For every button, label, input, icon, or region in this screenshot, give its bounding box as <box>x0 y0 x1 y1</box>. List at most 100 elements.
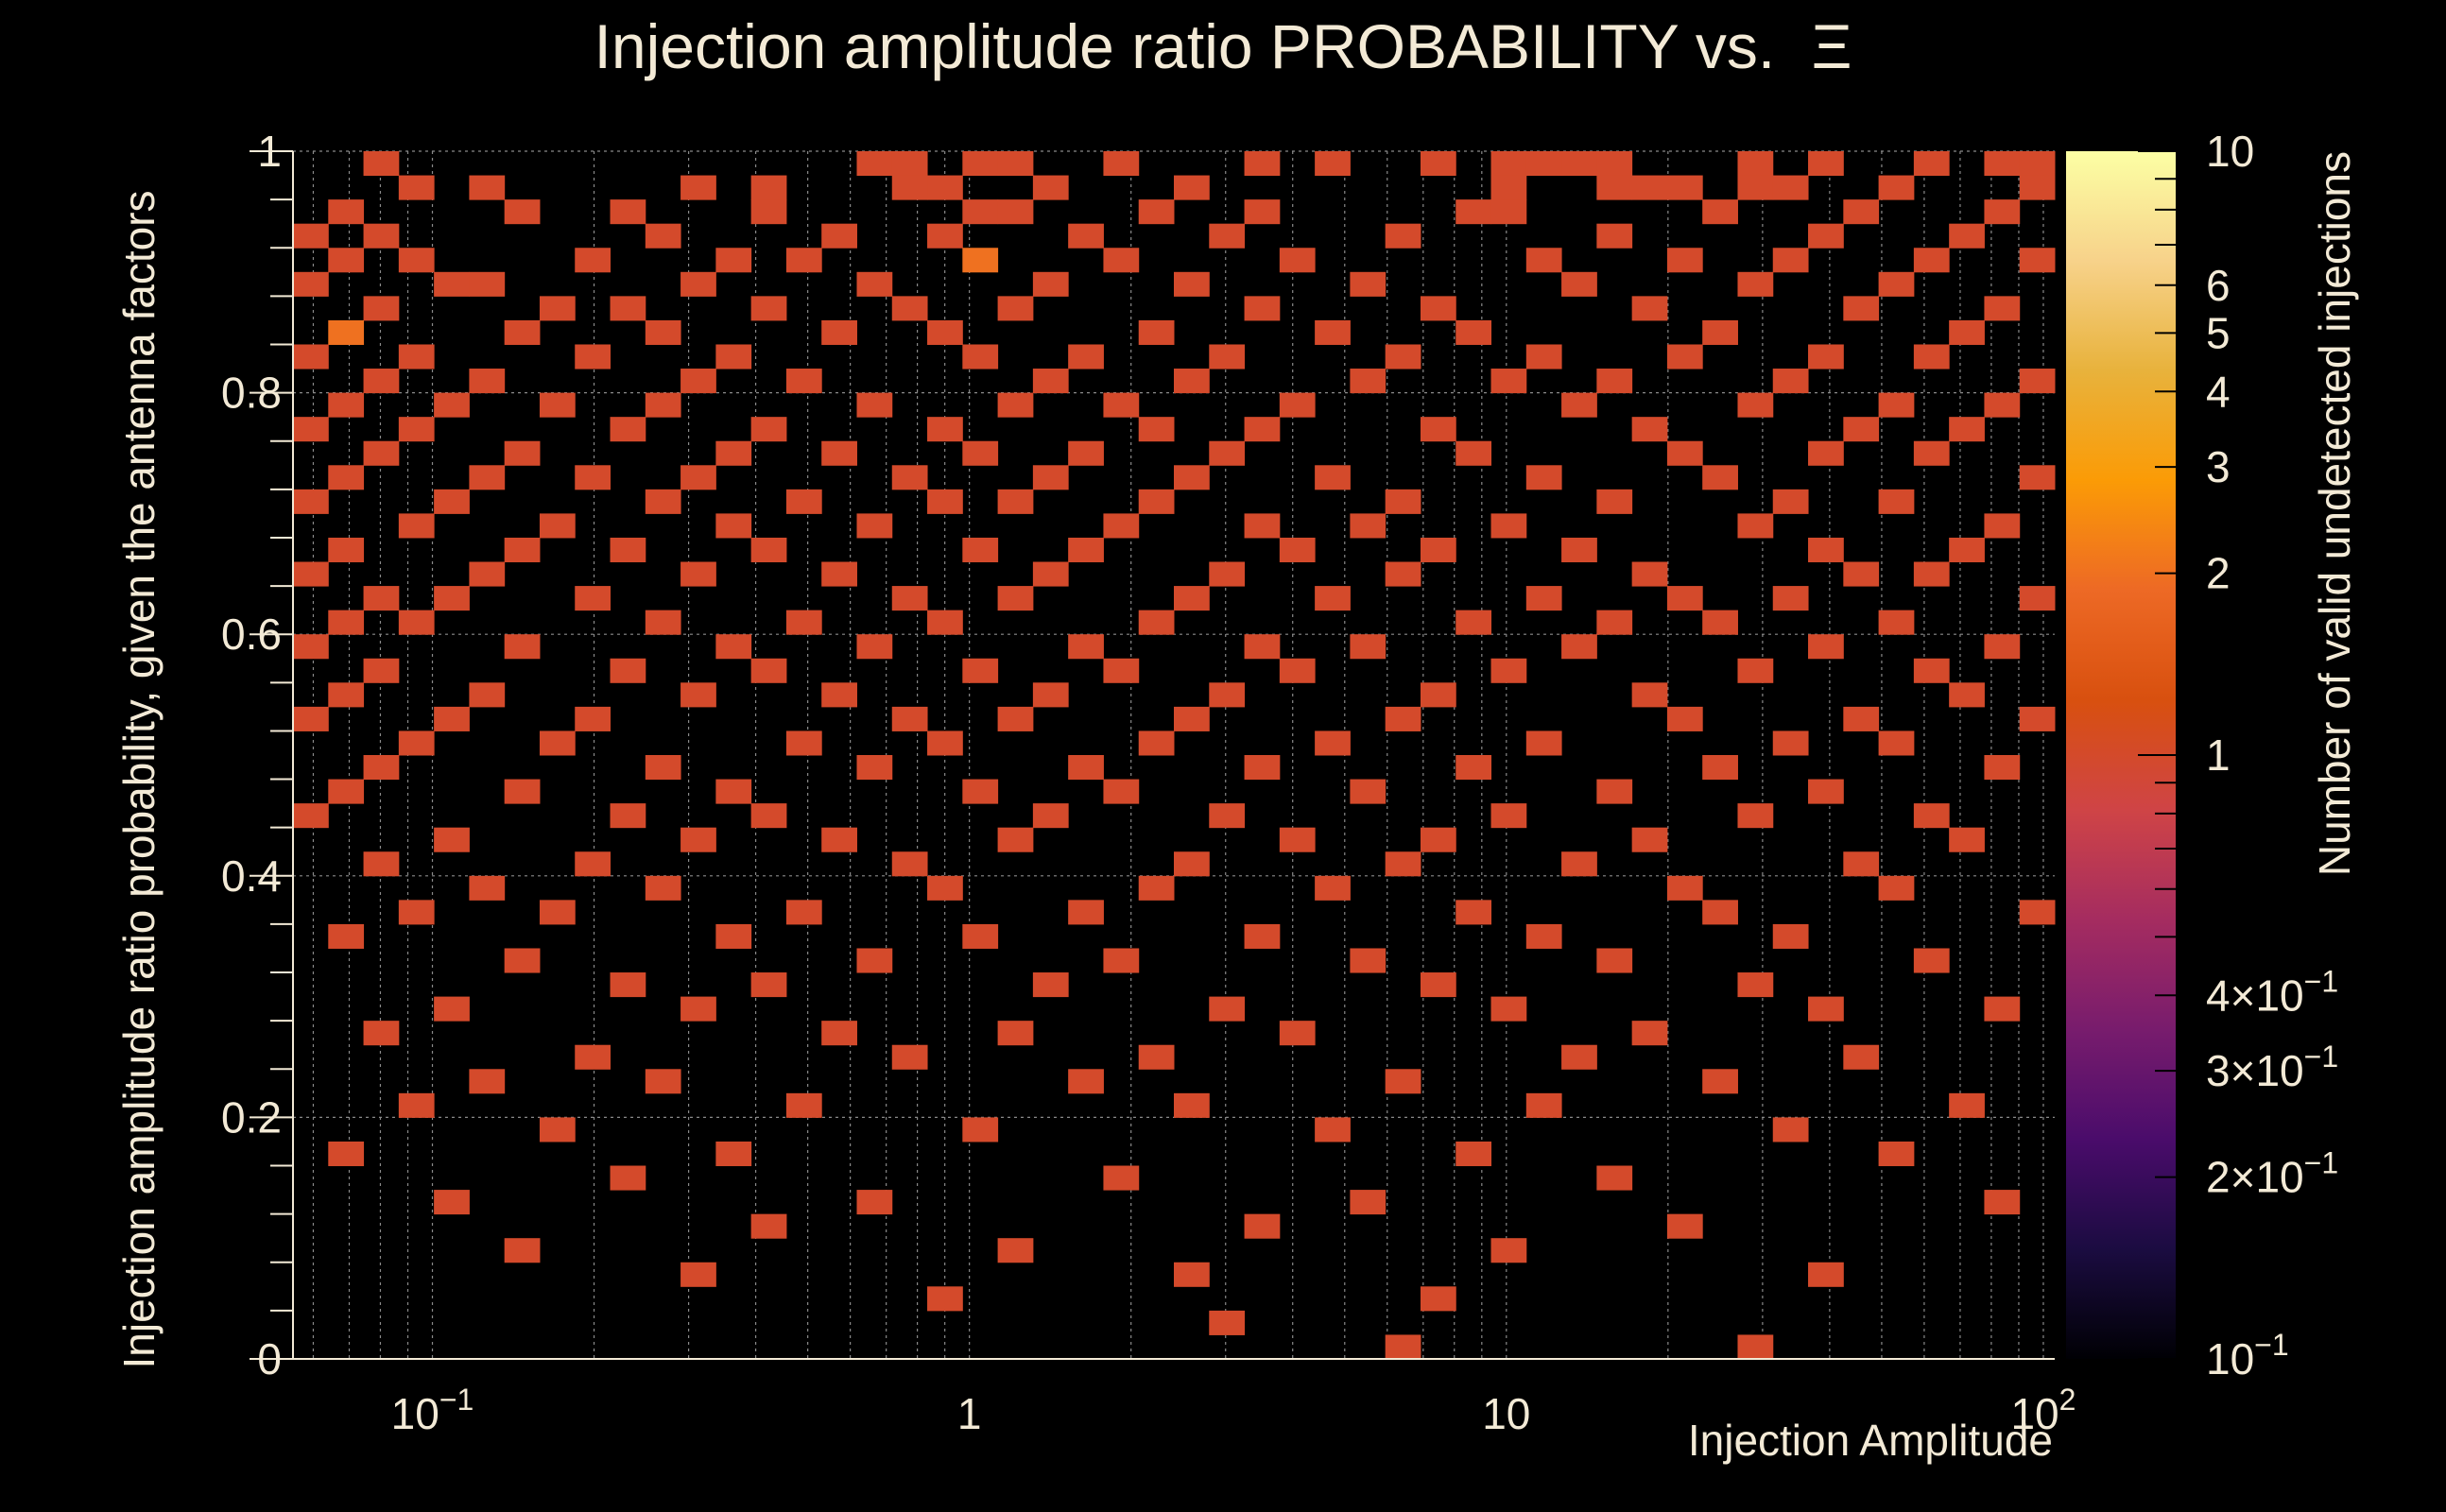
heatmap-cell <box>610 1165 646 1191</box>
x-axis-label: Injection Amplitude <box>1688 1416 2053 1465</box>
heatmap-cell <box>610 658 646 683</box>
heatmap-cell <box>1209 682 1246 708</box>
y-tick-label: 0.2 <box>221 1092 282 1142</box>
heatmap-cell <box>1984 392 2021 418</box>
heatmap-cell <box>434 271 470 297</box>
heatmap-cell <box>398 175 435 200</box>
heatmap-cell <box>1878 730 1915 756</box>
heatmap-cell <box>1456 1141 1492 1167</box>
heatmap-cell <box>927 489 963 514</box>
heatmap-cell <box>1631 682 1668 708</box>
heatmap-cell <box>1702 1069 1738 1094</box>
heatmap-cell <box>750 658 787 683</box>
color-bar-tick-label: 6 <box>2206 261 2231 310</box>
heatmap-cell <box>293 223 329 249</box>
heatmap-cell <box>1561 1044 1597 1070</box>
heatmap-cell <box>504 634 541 660</box>
heatmap-cell <box>1103 658 1140 683</box>
heatmap-cell <box>398 900 435 925</box>
heatmap-cell <box>891 296 928 321</box>
heatmap-cell <box>1315 465 1351 490</box>
heatmap-cell <box>1949 682 1985 708</box>
heatmap-cell <box>1138 489 1175 514</box>
heatmap-cell <box>1138 875 1175 901</box>
heatmap-cell <box>1631 296 1668 321</box>
heatmap-cell <box>785 900 822 925</box>
heatmap-cell <box>1490 1238 1527 1263</box>
heatmap-cell <box>997 392 1034 418</box>
heatmap-cell <box>1737 658 1774 683</box>
heatmap-cell <box>1244 417 1281 442</box>
heatmap-cell <box>1949 1092 1985 1118</box>
heatmap-cell <box>1702 755 1738 781</box>
heatmap-cell <box>750 537 787 563</box>
heatmap-cell <box>1913 948 1950 973</box>
y-axis-label: Injection amplitude ratio probability, g… <box>114 190 164 1368</box>
heatmap-cell <box>328 779 365 804</box>
heatmap-cell <box>328 610 365 635</box>
heatmap-cell <box>1702 900 1738 925</box>
heatmap-cell <box>328 392 365 418</box>
heatmap-cell <box>1737 803 1774 829</box>
heatmap-cell <box>539 730 576 756</box>
heatmap-cell <box>1350 369 1387 394</box>
y-tick-label: 0.8 <box>221 369 282 418</box>
heatmap-cell <box>434 996 470 1022</box>
heatmap-cell <box>680 369 716 394</box>
heatmap-cell <box>891 151 928 177</box>
heatmap-cell <box>2019 175 2056 200</box>
heatmap-cell <box>962 344 999 369</box>
heatmap-cells <box>293 151 2056 1360</box>
heatmap-cell <box>1949 319 1985 345</box>
heatmap-cell <box>715 779 752 804</box>
heatmap-cell <box>645 1069 681 1094</box>
heatmap-cell <box>1279 1021 1316 1046</box>
heatmap-cell <box>1913 248 1950 273</box>
heatmap-cell <box>856 392 893 418</box>
heatmap-cell <box>434 586 470 611</box>
heatmap-cell <box>1843 199 1880 225</box>
heatmap-cell <box>363 151 400 177</box>
heatmap-cell <box>328 923 365 949</box>
heatmap-cell <box>398 610 435 635</box>
heatmap-cell <box>1244 513 1281 539</box>
heatmap-cell <box>1138 610 1175 635</box>
heatmap-cell <box>1631 1021 1668 1046</box>
heatmap-cell <box>1808 996 1844 1022</box>
heatmap-cell <box>2019 586 2056 611</box>
heatmap-cell <box>1772 586 1809 611</box>
heatmap-cell <box>1244 296 1281 321</box>
heatmap-cell <box>1913 658 1950 683</box>
heatmap-cell <box>1068 634 1104 660</box>
heatmap-cell <box>997 706 1034 731</box>
heatmap-cell <box>575 851 612 877</box>
heatmap-cell <box>1808 440 1844 466</box>
heatmap-cell <box>1068 755 1104 781</box>
heatmap-cell <box>645 875 681 901</box>
heatmap-cell <box>785 610 822 635</box>
heatmap-cell <box>1244 755 1281 781</box>
heatmap-cell <box>1984 996 2021 1022</box>
heatmap-cell <box>1878 271 1915 297</box>
heatmap-cell <box>1103 248 1140 273</box>
heatmap-cell <box>610 296 646 321</box>
heatmap-cell <box>1808 151 1844 177</box>
heatmap-cell <box>1913 151 1950 177</box>
heatmap-cell <box>1525 586 1562 611</box>
heatmap-cell <box>1490 803 1527 829</box>
heatmap-cell <box>715 440 752 466</box>
heatmap-cell <box>821 561 857 587</box>
heatmap-cell <box>645 755 681 781</box>
heatmap-cell <box>1596 175 1633 200</box>
heatmap-cell <box>1525 1092 1562 1118</box>
heatmap-cell <box>856 948 893 973</box>
heatmap-cell <box>1068 440 1104 466</box>
heatmap-cell <box>1737 151 1774 177</box>
heatmap-cell <box>962 151 999 177</box>
heatmap-cell <box>680 271 716 297</box>
heatmap-cell <box>1174 465 1210 490</box>
heatmap-cell <box>1032 175 1069 200</box>
heatmap-cell <box>539 513 576 539</box>
heatmap-cell <box>1138 1044 1175 1070</box>
heatmap-cell <box>1244 923 1281 949</box>
